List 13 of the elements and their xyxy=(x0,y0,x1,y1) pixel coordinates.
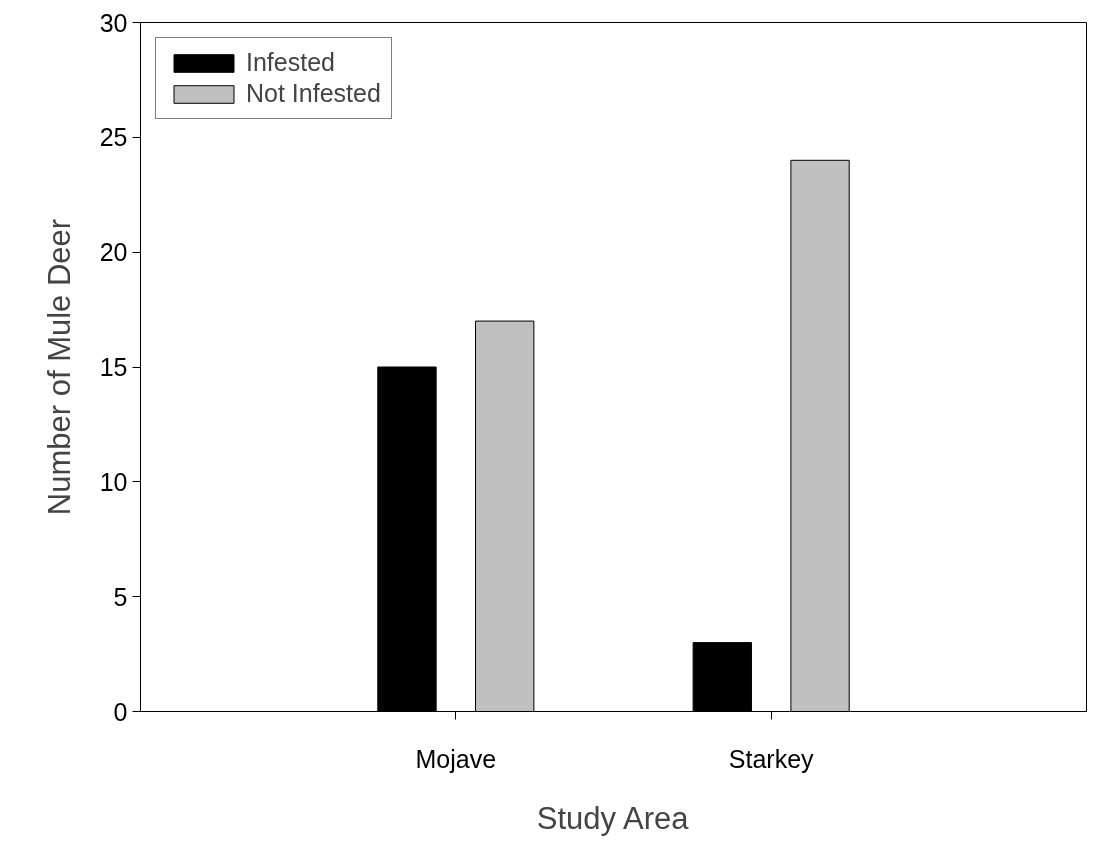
x-tick-label: Starkey xyxy=(728,744,815,773)
x-tick-label: Mojave xyxy=(415,744,497,773)
y-tick-label: 5 xyxy=(113,582,128,611)
y-tick-label: 25 xyxy=(99,123,128,152)
legend-label: Not Infested xyxy=(246,79,381,108)
y-tick-label: 20 xyxy=(99,238,128,267)
x-axis-title: Study Area xyxy=(536,800,690,836)
y-tick-label: 15 xyxy=(99,353,128,381)
y-tick-label: 0 xyxy=(113,697,128,726)
y-tick-label: 30 xyxy=(99,8,128,37)
legend-label: Infested xyxy=(246,48,335,77)
y-axis-title: Number of Mule Deer xyxy=(41,218,77,516)
y-tick-label: 10 xyxy=(99,467,128,496)
